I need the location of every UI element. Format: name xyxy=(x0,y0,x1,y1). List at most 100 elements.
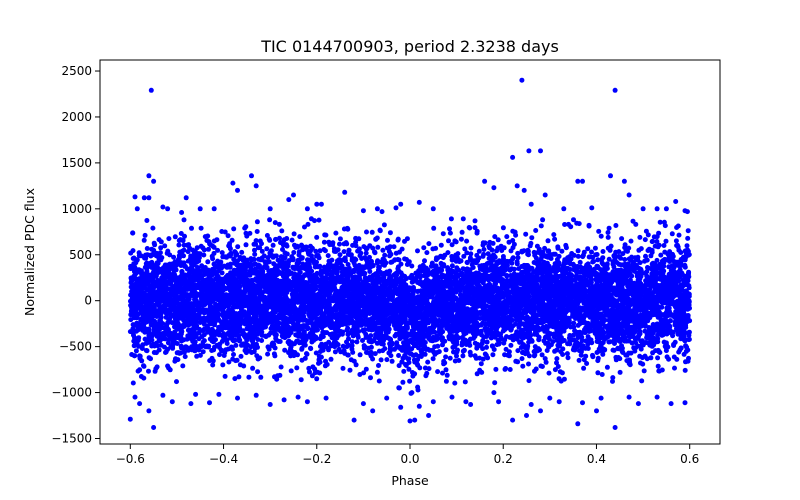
data-point xyxy=(179,231,184,236)
data-point xyxy=(658,220,663,225)
data-point xyxy=(323,233,328,238)
data-point xyxy=(400,380,405,385)
data-point xyxy=(633,222,638,227)
data-point xyxy=(685,236,690,241)
data-point xyxy=(501,225,506,230)
data-point xyxy=(203,234,208,239)
data-point xyxy=(194,354,199,359)
data-point xyxy=(447,226,452,231)
data-point xyxy=(255,219,260,224)
data-point xyxy=(475,231,480,236)
data-point xyxy=(540,281,545,286)
data-point xyxy=(424,250,429,255)
data-point xyxy=(206,239,211,244)
data-point xyxy=(441,231,446,236)
data-point xyxy=(294,365,299,370)
data-point xyxy=(512,242,517,247)
data-point xyxy=(593,246,598,251)
data-point xyxy=(402,239,407,244)
data-point xyxy=(571,217,576,222)
data-point xyxy=(449,216,454,221)
data-point xyxy=(481,243,486,248)
data-point xyxy=(416,388,421,393)
data-point xyxy=(271,243,276,248)
data-point xyxy=(606,235,611,240)
data-point xyxy=(512,267,517,272)
chart-svg: TIC 0144700903, period 2.3238 days −0.6−… xyxy=(0,0,800,500)
data-point xyxy=(233,343,238,348)
data-point xyxy=(350,350,355,355)
data-point xyxy=(576,254,581,259)
data-point xyxy=(290,238,295,243)
data-point xyxy=(376,363,381,368)
data-point xyxy=(600,372,605,377)
data-point xyxy=(629,239,634,244)
data-point xyxy=(152,350,157,355)
data-point xyxy=(239,354,244,359)
data-point xyxy=(509,248,514,253)
data-point xyxy=(314,235,319,240)
data-point xyxy=(267,217,272,222)
data-point xyxy=(220,250,225,255)
data-point xyxy=(255,369,260,374)
data-point xyxy=(479,361,484,366)
data-point xyxy=(326,253,331,258)
data-point xyxy=(444,379,449,384)
data-point xyxy=(547,371,552,376)
data-point xyxy=(526,362,531,367)
data-point xyxy=(463,379,468,384)
data-point xyxy=(189,226,194,231)
data-point xyxy=(354,362,359,367)
data-point xyxy=(375,236,380,241)
data-point xyxy=(317,371,322,376)
data-point xyxy=(468,350,473,355)
data-point xyxy=(678,250,683,255)
data-point xyxy=(378,228,383,233)
data-point xyxy=(396,238,401,243)
data-point xyxy=(226,360,231,365)
data-point xyxy=(462,348,467,353)
data-point xyxy=(245,343,250,348)
data-point xyxy=(210,256,215,261)
data-point xyxy=(364,230,369,235)
data-point xyxy=(439,243,444,248)
data-point xyxy=(379,357,384,362)
data-point xyxy=(305,352,310,357)
data-point xyxy=(164,349,169,354)
data-point xyxy=(244,242,249,247)
data-point xyxy=(421,245,426,250)
data-point xyxy=(462,246,467,251)
data-point xyxy=(323,359,328,364)
data-point xyxy=(314,376,319,381)
data-point xyxy=(235,244,240,249)
data-point xyxy=(388,230,393,235)
data-point xyxy=(401,369,406,374)
data-point xyxy=(382,222,387,227)
data-point xyxy=(396,353,401,358)
data-point xyxy=(205,259,210,264)
data-point xyxy=(338,275,343,280)
data-point xyxy=(490,352,495,357)
data-point xyxy=(595,370,600,375)
data-point xyxy=(562,377,567,382)
data-point xyxy=(637,235,642,240)
data-point xyxy=(551,232,556,237)
data-point xyxy=(540,217,545,222)
data-point xyxy=(546,238,551,243)
data-point xyxy=(349,357,354,362)
data-point xyxy=(182,217,187,222)
chart-title: TIC 0144700903, period 2.3238 days xyxy=(260,37,559,56)
data-point xyxy=(139,374,144,379)
data-point xyxy=(176,350,181,355)
data-point xyxy=(543,341,548,346)
data-point xyxy=(443,354,448,359)
data-point xyxy=(317,218,322,223)
data-point xyxy=(176,243,181,248)
data-point xyxy=(492,380,497,385)
data-point xyxy=(329,357,334,362)
data-point xyxy=(173,234,178,239)
data-point xyxy=(601,249,606,254)
data-point xyxy=(200,273,205,278)
data-point xyxy=(397,257,402,262)
data-point xyxy=(375,245,380,250)
